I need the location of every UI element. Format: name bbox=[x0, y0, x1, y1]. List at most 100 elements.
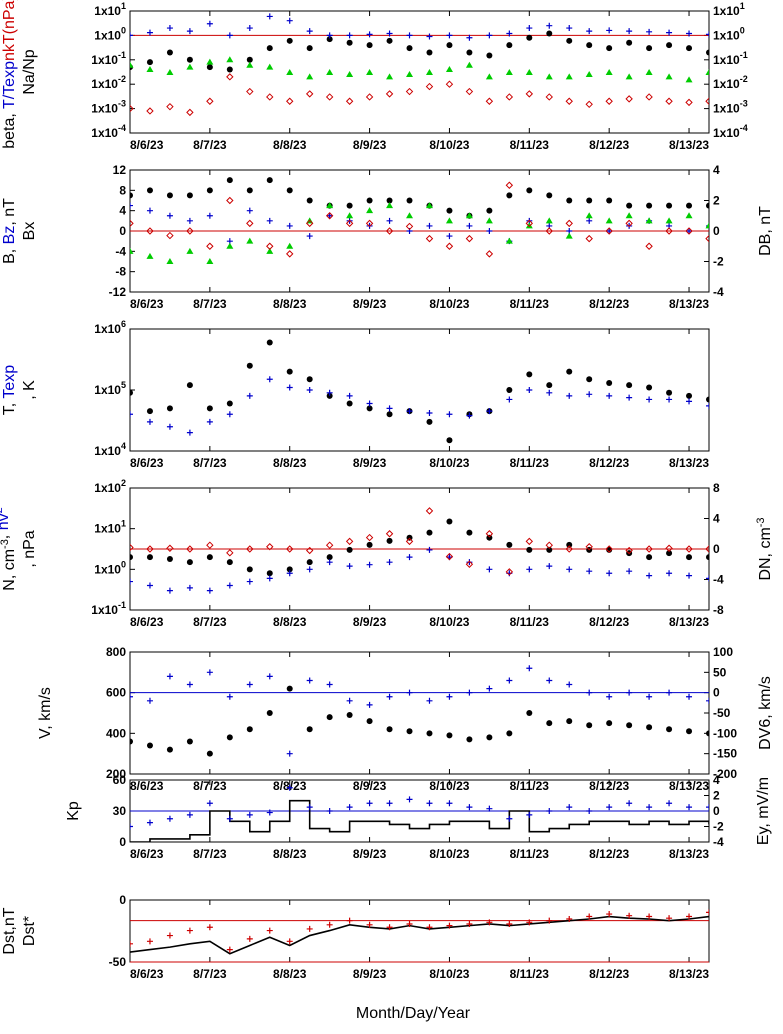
series-group bbox=[130, 177, 709, 264]
series-beta-point bbox=[606, 45, 613, 52]
series-t-texp-point bbox=[266, 13, 273, 20]
series-texp-point bbox=[146, 418, 153, 425]
series-dst-line bbox=[130, 915, 709, 955]
series-n-point bbox=[706, 554, 709, 561]
series-t-point bbox=[286, 368, 293, 375]
series-group bbox=[130, 909, 709, 955]
series-na-np-point bbox=[525, 69, 533, 76]
series-bx-point bbox=[366, 207, 374, 214]
series-t-point bbox=[706, 396, 709, 403]
series-bz-point bbox=[466, 222, 473, 229]
y-tick-label-base: 1x10 bbox=[94, 522, 121, 536]
y-axis-label-secondary: Na/Np bbox=[21, 49, 38, 94]
series-nv2-point bbox=[526, 566, 533, 573]
series-ey-point bbox=[266, 809, 273, 816]
series-t-point bbox=[526, 371, 533, 378]
series-texp-point bbox=[526, 387, 533, 393]
series-db-point bbox=[166, 231, 174, 240]
series-t-texp-point bbox=[406, 32, 413, 39]
x-tick-label: 8/6/23 bbox=[130, 456, 164, 470]
series-n-point bbox=[646, 554, 653, 561]
series-db-point bbox=[425, 234, 434, 243]
series-n-point bbox=[306, 559, 313, 566]
series-t-texp bbox=[130, 13, 709, 41]
y-tick-label: 1x10-1 bbox=[91, 600, 126, 617]
series-dn-point bbox=[246, 545, 254, 553]
series-dst- bbox=[130, 909, 709, 953]
series-beta bbox=[130, 30, 709, 73]
series-t-texp-point bbox=[666, 29, 673, 36]
series-nv2-point bbox=[546, 563, 553, 570]
series-texp-point bbox=[206, 418, 213, 425]
series-b-point bbox=[406, 197, 413, 204]
series-na-np-point bbox=[406, 70, 414, 77]
series-group bbox=[130, 784, 709, 842]
series-t-point bbox=[166, 405, 173, 412]
series-nv2-point bbox=[566, 566, 573, 573]
series-na-np bbox=[130, 56, 709, 83]
series-kp bbox=[130, 799, 709, 842]
series-n-point bbox=[166, 555, 173, 562]
series-n-point bbox=[130, 554, 133, 561]
series-bz-point bbox=[286, 222, 293, 229]
panel-b: 8/6/23 8/7/23 8/8/23 8/9/23 8/10/23 8/11/23 8/… bbox=[1, 163, 774, 311]
series-beta-point bbox=[366, 42, 373, 49]
series-dv6-point bbox=[346, 697, 353, 704]
series-nv2-point bbox=[166, 587, 173, 594]
series-beta-point bbox=[526, 34, 533, 41]
series-dv6-point bbox=[506, 677, 513, 684]
y-axis-label: N, cm-3, nv2 bbox=[0, 507, 18, 590]
series-na-np-point bbox=[266, 63, 274, 70]
series-texp-point bbox=[706, 402, 709, 409]
series-t-texp-point bbox=[166, 25, 173, 32]
series-v-point bbox=[606, 720, 613, 727]
series-db-point bbox=[325, 212, 334, 220]
y-axis-label: B, Bz, nT bbox=[1, 198, 18, 264]
series-v-point bbox=[326, 714, 333, 721]
series-bz-point bbox=[686, 228, 693, 234]
series-t-point bbox=[426, 418, 433, 425]
series-beta-point bbox=[466, 49, 473, 56]
series-dst--point bbox=[466, 920, 473, 927]
series-v-point bbox=[286, 685, 293, 692]
y-tick-label-right: -200 bbox=[713, 767, 737, 781]
series-texp-point bbox=[606, 392, 613, 399]
series-dv6-point bbox=[626, 689, 633, 696]
series-dst--point bbox=[446, 922, 453, 929]
series-v-point bbox=[166, 746, 173, 753]
series-n-point bbox=[426, 529, 433, 536]
series-na-np-point bbox=[366, 69, 374, 76]
series-dn bbox=[130, 507, 709, 576]
series-t-point bbox=[266, 339, 273, 346]
y-tick-label-right: 1x10-2 bbox=[713, 74, 748, 91]
series-bz-point bbox=[386, 217, 393, 224]
series-dv6-point bbox=[246, 681, 253, 688]
series-na-np-point bbox=[130, 61, 134, 68]
series-dv6-point bbox=[426, 697, 433, 704]
series-dn-point bbox=[565, 545, 573, 553]
y-tick-label: 1x101 bbox=[94, 519, 126, 536]
series-ey-point bbox=[226, 815, 233, 822]
series-bx-point bbox=[266, 247, 274, 254]
series-dn-point bbox=[166, 544, 174, 552]
y-tick-label-base: 1x10 bbox=[94, 444, 121, 458]
series-t-texp-point bbox=[226, 32, 233, 39]
series-nkt-npa--point bbox=[405, 87, 414, 96]
series-dst--point bbox=[286, 938, 293, 945]
series-texp-point bbox=[506, 396, 513, 403]
series-db-point bbox=[505, 181, 514, 189]
y-tick-label-exponent: 5 bbox=[121, 380, 126, 390]
series-bz-point bbox=[426, 222, 433, 229]
series-dn-point bbox=[345, 537, 354, 546]
y-axis-label-secondary: Bx bbox=[21, 222, 38, 241]
y-tick-label-right-base: 1x10 bbox=[713, 28, 740, 42]
series-dv6-point bbox=[366, 701, 373, 708]
series-t-point bbox=[366, 405, 373, 412]
series-beta-point bbox=[486, 52, 493, 59]
x-tick-label: 8/11/23 bbox=[510, 615, 550, 629]
y-tick-label: 1x10-2 bbox=[91, 74, 126, 91]
series-nv2-point bbox=[306, 566, 313, 573]
series-bz-point bbox=[606, 228, 613, 234]
series-na-np-point bbox=[246, 61, 254, 68]
series-nv2-point bbox=[266, 575, 273, 582]
